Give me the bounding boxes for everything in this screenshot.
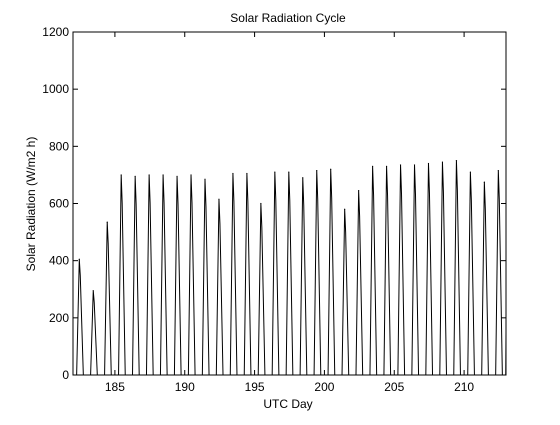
peak-point (385, 165, 388, 167)
y-tick-label: 1200 (42, 25, 69, 39)
peak-point (427, 162, 430, 165)
y-tick-label: 1000 (42, 82, 69, 96)
peak-point (218, 198, 220, 200)
peak-point (148, 174, 150, 176)
peak-point (274, 171, 276, 173)
peak-point (176, 175, 178, 177)
x-tick-label: 195 (245, 380, 265, 394)
peak-point (413, 164, 416, 166)
x-tick-label: 210 (454, 380, 474, 394)
peak-point (330, 168, 332, 170)
y-tick-label: 0 (62, 368, 69, 382)
peak-point (399, 164, 402, 166)
peak-point (134, 175, 136, 177)
y-tick-label: 400 (49, 254, 69, 268)
y-axis-label: Solar Radiation (W/m2 h) (24, 137, 38, 272)
peak-point (288, 171, 290, 173)
y-tick-label: 600 (49, 197, 69, 211)
peak-point (372, 165, 374, 167)
peak-point (204, 178, 206, 180)
peak-point (246, 172, 248, 175)
x-tick-label: 205 (384, 380, 404, 394)
peak-point (106, 221, 108, 223)
peak-point (483, 181, 485, 183)
y-tick-label: 800 (49, 139, 69, 153)
peak-point (78, 258, 80, 260)
peak-point (260, 202, 262, 205)
peak-point (455, 160, 458, 162)
x-tick-label: 185 (105, 380, 125, 394)
peak-point (316, 170, 318, 172)
peak-point (358, 190, 360, 192)
peak-point (344, 208, 346, 210)
x-axis-label: UTC Day (263, 397, 312, 411)
peak-point (302, 177, 304, 179)
peak-point (441, 161, 444, 163)
peak-point (469, 171, 471, 173)
x-tick-label: 200 (314, 380, 334, 394)
peak-point (120, 174, 122, 176)
peak-point (92, 290, 94, 292)
chart-title: Solar Radiation Cycle (230, 11, 346, 25)
peak-point (497, 170, 499, 172)
peak-point (162, 174, 164, 176)
peak-point (232, 172, 234, 175)
peak-point (190, 174, 192, 176)
y-tick-label: 200 (49, 311, 69, 325)
x-tick-label: 190 (175, 380, 195, 394)
